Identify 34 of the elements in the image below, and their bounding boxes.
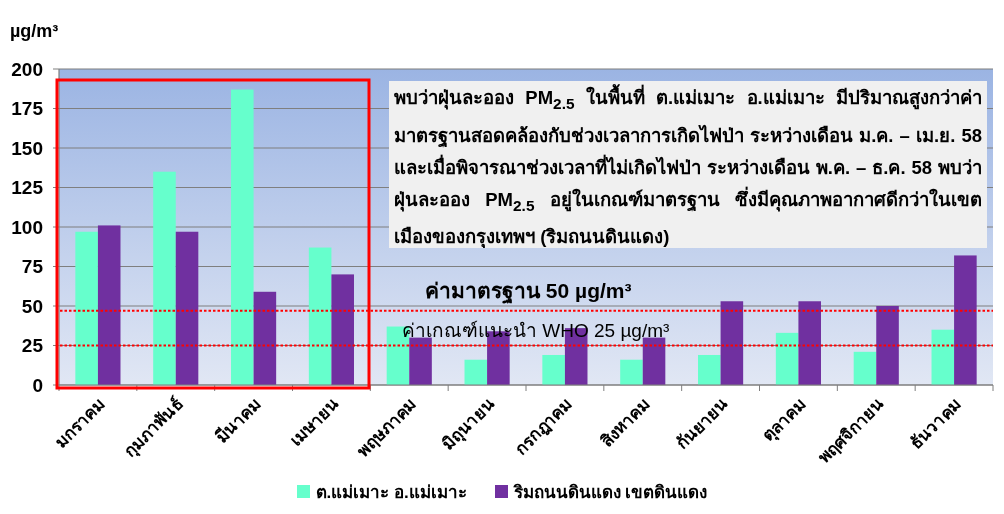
bar — [542, 354, 565, 385]
legend-label: ริมถนนดินแดง เขตดินแดง — [513, 481, 708, 504]
bar — [876, 306, 899, 385]
y-axis-title: µg/m³ — [10, 21, 59, 41]
bar — [698, 354, 721, 385]
bar — [153, 171, 176, 385]
bar — [720, 301, 744, 385]
bar — [175, 231, 199, 385]
bar — [409, 337, 432, 385]
y-tick-label: 0 — [32, 374, 43, 396]
bar — [231, 89, 254, 385]
bar — [931, 329, 955, 385]
y-tick-label: 175 — [11, 98, 44, 120]
legend-label: ต.แม่เมาะ อ.แม่เมาะ — [315, 481, 467, 504]
bar — [853, 351, 877, 385]
bar — [253, 291, 277, 385]
y-tick-label: 150 — [11, 137, 43, 159]
bar — [620, 359, 643, 385]
ref-line-label: ค่ามาตรฐาน 50 µg/m³ — [425, 278, 632, 305]
ref-line-label: ค่าเกณฑ์แนะนำ WHO 25 µg/m³ — [402, 319, 670, 341]
bar — [75, 231, 98, 385]
bar — [331, 274, 354, 385]
bar — [97, 225, 121, 385]
bar — [798, 301, 821, 385]
bar — [464, 359, 488, 385]
y-tick-label: 50 — [21, 295, 43, 317]
y-tick-label: 100 — [11, 216, 43, 238]
y-tick-label: 125 — [11, 177, 44, 199]
bar — [775, 332, 799, 385]
bar — [308, 247, 332, 385]
y-tick-label: 200 — [11, 58, 43, 80]
y-tick-label: 75 — [21, 256, 44, 278]
y-tick-label: 25 — [21, 335, 44, 357]
bar — [954, 255, 977, 385]
